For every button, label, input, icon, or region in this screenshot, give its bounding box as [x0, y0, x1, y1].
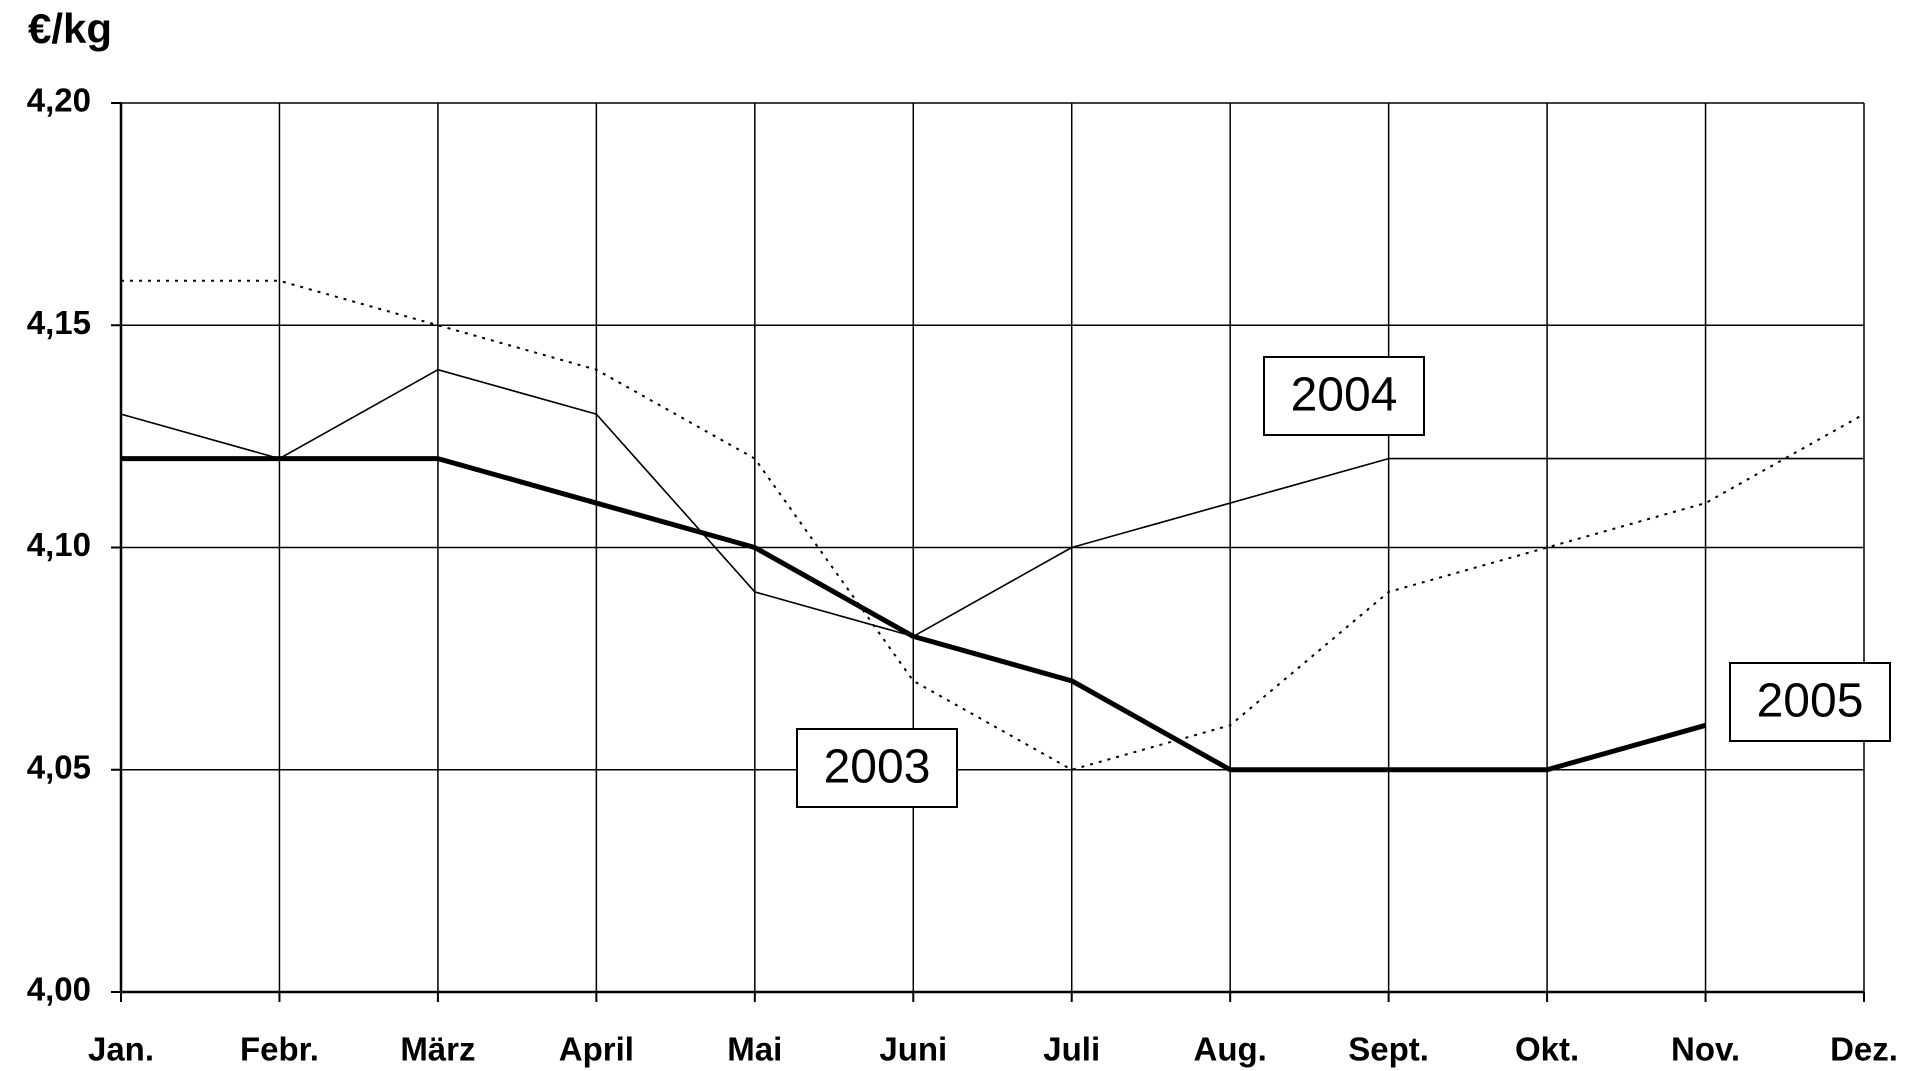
x-tick-label: Jan. [88, 1031, 154, 1068]
y-tick-label: 4,00 [27, 971, 91, 1008]
x-tick-label: Mai [727, 1031, 782, 1068]
legend-box [1263, 356, 1425, 436]
series-line [121, 456, 1707, 773]
series-label: 2003 [824, 741, 931, 794]
x-tick-label: Aug. [1194, 1031, 1267, 1068]
legend-box [1729, 662, 1891, 742]
series-line [120, 368, 1864, 638]
x-tick-label: Sept. [1348, 1031, 1429, 1068]
x-tick-label: Nov. [1671, 1031, 1740, 1068]
y-tick-label: 4,20 [27, 82, 91, 119]
chart-title: €/kg [28, 5, 112, 52]
series-label: 2004 [1291, 369, 1398, 422]
x-tick-label: Dez. [1830, 1031, 1898, 1068]
x-tick-label: Juli [1043, 1031, 1100, 1068]
x-tick-label: April [559, 1031, 634, 1068]
x-tick-label: Febr. [240, 1031, 319, 1068]
legend-box [796, 728, 958, 808]
y-tick-label: 4,05 [27, 748, 91, 785]
series-line [121, 279, 1865, 771]
series-label: 2005 [1757, 675, 1864, 728]
x-tick-label: Okt. [1515, 1031, 1579, 1068]
x-tick-label: Juni [879, 1031, 947, 1068]
y-tick-label: 4,10 [27, 526, 91, 563]
y-tick-label: 4,15 [27, 304, 91, 341]
x-tick-label: März [400, 1031, 475, 1068]
